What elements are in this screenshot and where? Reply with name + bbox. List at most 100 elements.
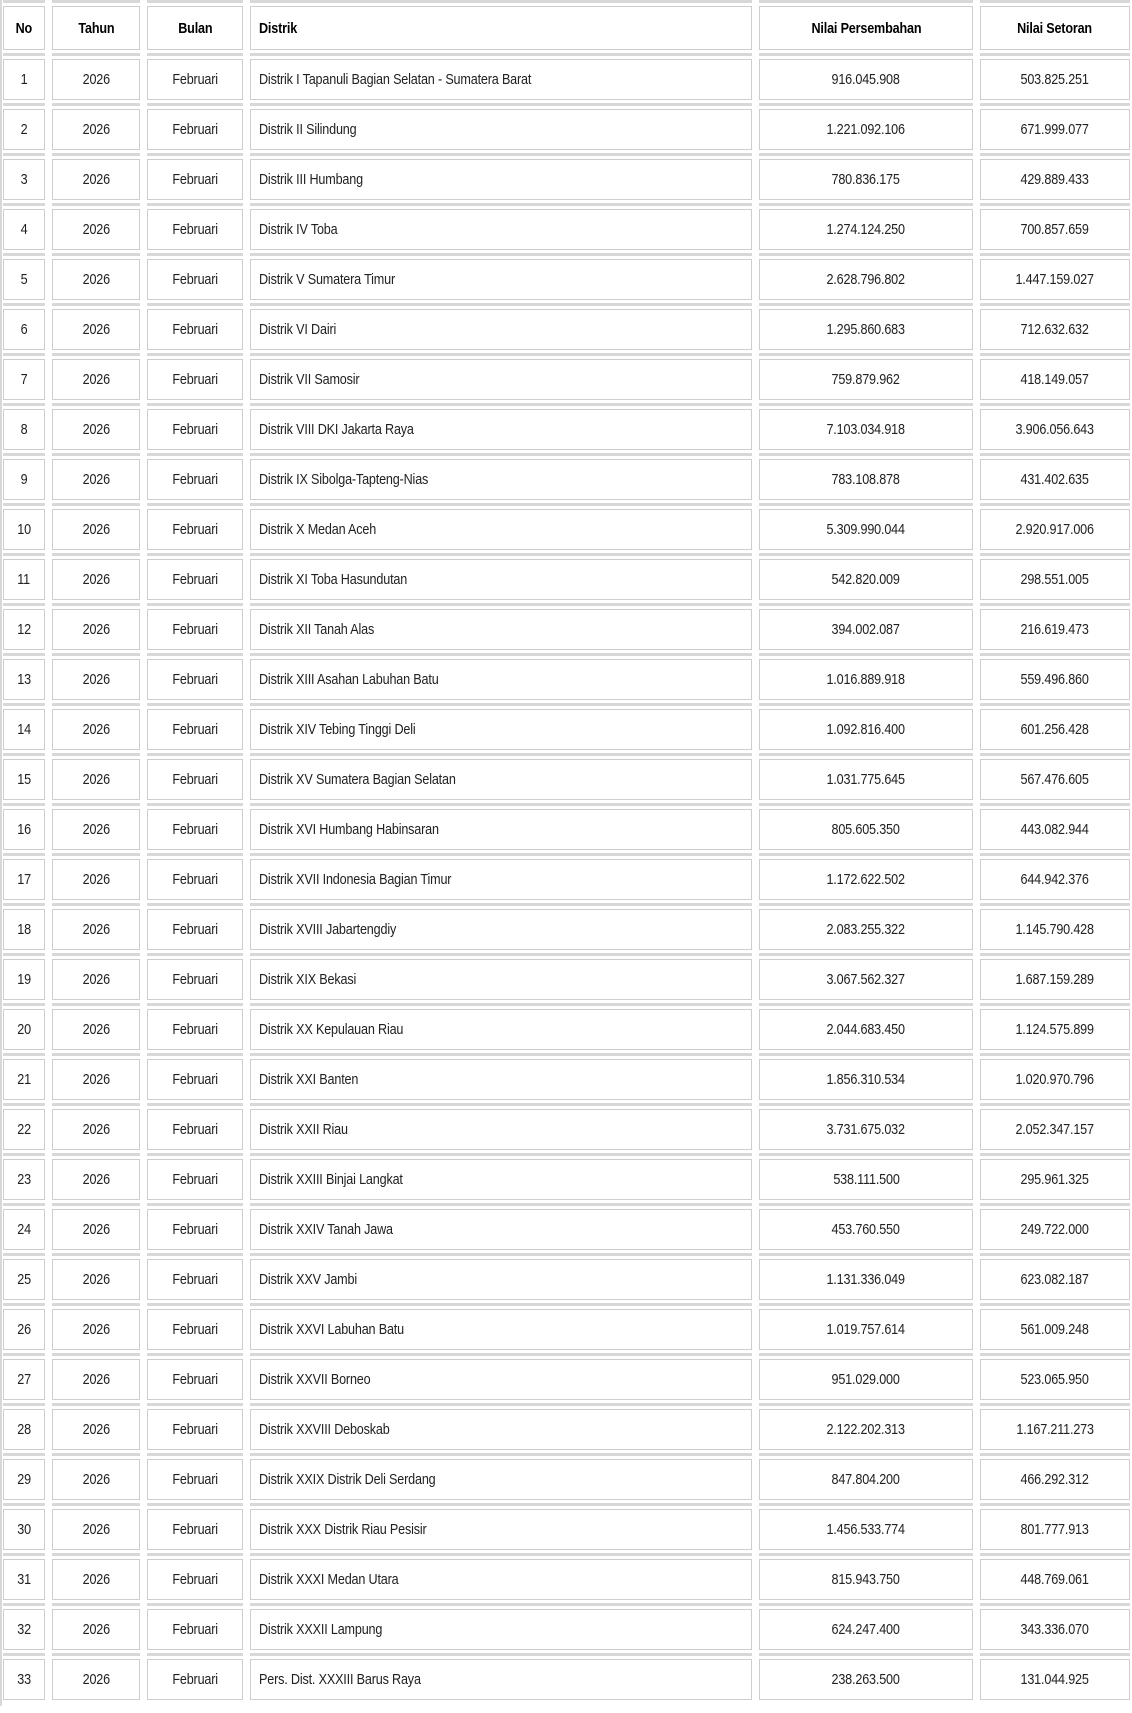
cell-persembahan: 1.019.757.614 bbox=[759, 1309, 973, 1350]
cell-setoran: 298.551.005 bbox=[980, 559, 1130, 600]
table-row: 20 2026 Februari Distrik XX Kepulauan Ri… bbox=[3, 1009, 1130, 1050]
cell-persembahan: 815.943.750 bbox=[759, 1559, 973, 1600]
cell-no: 18 bbox=[3, 909, 45, 950]
row-separator-band bbox=[3, 1403, 1130, 1406]
cell-no: 23 bbox=[3, 1159, 45, 1200]
table-row: 21 2026 Februari Distrik XXI Banten 1.85… bbox=[3, 1059, 1130, 1100]
cell-persembahan: 624.247.400 bbox=[759, 1609, 973, 1650]
table-row: 11 2026 Februari Distrik XI Toba Hasundu… bbox=[3, 559, 1130, 600]
cell-persembahan: 780.836.175 bbox=[759, 159, 973, 200]
header-distrik: Distrik bbox=[250, 6, 752, 50]
row-separator-band bbox=[3, 1603, 1130, 1606]
cell-tahun: 2026 bbox=[52, 359, 140, 400]
cell-no: 9 bbox=[3, 459, 45, 500]
cell-tahun: 2026 bbox=[52, 609, 140, 650]
table-row: 28 2026 Februari Distrik XXVIII Deboskab… bbox=[3, 1409, 1130, 1450]
header-bulan: Bulan bbox=[147, 6, 243, 50]
cell-bulan: Februari bbox=[147, 509, 243, 550]
cell-bulan: Februari bbox=[147, 459, 243, 500]
cell-tahun: 2026 bbox=[52, 659, 140, 700]
table-row: 1 2026 Februari Distrik I Tapanuli Bagia… bbox=[3, 59, 1130, 100]
cell-setoran: 523.065.950 bbox=[980, 1359, 1130, 1400]
table-row: 7 2026 Februari Distrik VII Samosir 759.… bbox=[3, 359, 1130, 400]
cell-persembahan: 3.731.675.032 bbox=[759, 1109, 973, 1150]
cell-tahun: 2026 bbox=[52, 209, 140, 250]
cell-distrik: Distrik II Silindung bbox=[250, 109, 752, 150]
cell-distrik: Distrik XXIII Binjai Langkat bbox=[250, 1159, 752, 1200]
cell-distrik: Distrik XXV Jambi bbox=[250, 1259, 752, 1300]
cell-persembahan: 1.295.860.683 bbox=[759, 309, 973, 350]
row-separator-band bbox=[3, 203, 1130, 206]
cell-persembahan: 453.760.550 bbox=[759, 1209, 973, 1250]
table-row: 19 2026 Februari Distrik XIX Bekasi 3.06… bbox=[3, 959, 1130, 1000]
table-row: 15 2026 Februari Distrik XV Sumatera Bag… bbox=[3, 759, 1130, 800]
left-edge-band bbox=[0, 0, 2, 1706]
cell-setoran: 131.044.925 bbox=[980, 1659, 1130, 1700]
cell-bulan: Februari bbox=[147, 559, 243, 600]
cell-no: 33 bbox=[3, 1659, 45, 1700]
cell-persembahan: 1.092.816.400 bbox=[759, 709, 973, 750]
cell-no: 3 bbox=[3, 159, 45, 200]
cell-tahun: 2026 bbox=[52, 1159, 140, 1200]
header-tahun: Tahun bbox=[52, 6, 140, 50]
cell-setoran: 249.722.000 bbox=[980, 1209, 1130, 1250]
cell-bulan: Februari bbox=[147, 409, 243, 450]
cell-distrik: Distrik XXVIII Deboskab bbox=[250, 1409, 752, 1450]
row-separator-band bbox=[3, 53, 1130, 56]
cell-setoran: 443.082.944 bbox=[980, 809, 1130, 850]
row-separator-band bbox=[3, 403, 1130, 406]
cell-tahun: 2026 bbox=[52, 109, 140, 150]
row-separator-band bbox=[3, 803, 1130, 806]
cell-distrik: Distrik XXIV Tanah Jawa bbox=[250, 1209, 752, 1250]
cell-tahun: 2026 bbox=[52, 159, 140, 200]
cell-tahun: 2026 bbox=[52, 1009, 140, 1050]
table-body: 1 2026 Februari Distrik I Tapanuli Bagia… bbox=[3, 53, 1130, 1700]
cell-setoran: 295.961.325 bbox=[980, 1159, 1130, 1200]
cell-setoran: 2.052.347.157 bbox=[980, 1109, 1130, 1150]
cell-distrik: Distrik VI Dairi bbox=[250, 309, 752, 350]
table-row: 18 2026 Februari Distrik XVIII Jabarteng… bbox=[3, 909, 1130, 950]
cell-persembahan: 238.263.500 bbox=[759, 1659, 973, 1700]
cell-bulan: Februari bbox=[147, 659, 243, 700]
cell-setoran: 601.256.428 bbox=[980, 709, 1130, 750]
cell-tahun: 2026 bbox=[52, 959, 140, 1000]
cell-bulan: Februari bbox=[147, 909, 243, 950]
cell-distrik: Distrik XV Sumatera Bagian Selatan bbox=[250, 759, 752, 800]
cell-distrik: Distrik IV Toba bbox=[250, 209, 752, 250]
cell-bulan: Februari bbox=[147, 959, 243, 1000]
cell-setoran: 431.402.635 bbox=[980, 459, 1130, 500]
cell-no: 8 bbox=[3, 409, 45, 450]
cell-setoran: 2.920.917.006 bbox=[980, 509, 1130, 550]
row-separator-band bbox=[3, 153, 1130, 156]
cell-tahun: 2026 bbox=[52, 1559, 140, 1600]
cell-no: 16 bbox=[3, 809, 45, 850]
cell-persembahan: 5.309.990.044 bbox=[759, 509, 973, 550]
cell-setoran: 448.769.061 bbox=[980, 1559, 1130, 1600]
cell-distrik: Distrik XXI Banten bbox=[250, 1059, 752, 1100]
cell-no: 4 bbox=[3, 209, 45, 250]
header-setoran: Nilai Setoran bbox=[980, 6, 1130, 50]
cell-bulan: Februari bbox=[147, 609, 243, 650]
cell-distrik: Distrik XXXII Lampung bbox=[250, 1609, 752, 1650]
cell-no: 17 bbox=[3, 859, 45, 900]
cell-distrik: Distrik XVI Humbang Habinsaran bbox=[250, 809, 752, 850]
row-separator-band bbox=[3, 1353, 1130, 1356]
row-separator-band bbox=[3, 1103, 1130, 1106]
cell-bulan: Februari bbox=[147, 1309, 243, 1350]
cell-persembahan: 538.111.500 bbox=[759, 1159, 973, 1200]
table-row: 5 2026 Februari Distrik V Sumatera Timur… bbox=[3, 259, 1130, 300]
cell-persembahan: 847.804.200 bbox=[759, 1459, 973, 1500]
cell-setoran: 644.942.376 bbox=[980, 859, 1130, 900]
cell-persembahan: 805.605.350 bbox=[759, 809, 973, 850]
cell-setoran: 671.999.077 bbox=[980, 109, 1130, 150]
cell-bulan: Februari bbox=[147, 759, 243, 800]
cell-setoran: 712.632.632 bbox=[980, 309, 1130, 350]
table-row: 10 2026 Februari Distrik X Medan Aceh 5.… bbox=[3, 509, 1130, 550]
cell-distrik: Distrik XIV Tebing Tinggi Deli bbox=[250, 709, 752, 750]
row-separator-band bbox=[3, 103, 1130, 106]
table-row: 31 2026 Februari Distrik XXXI Medan Utar… bbox=[3, 1559, 1130, 1600]
cell-setoran: 1.447.159.027 bbox=[980, 259, 1130, 300]
row-separator-band bbox=[3, 653, 1130, 656]
cell-no: 7 bbox=[3, 359, 45, 400]
